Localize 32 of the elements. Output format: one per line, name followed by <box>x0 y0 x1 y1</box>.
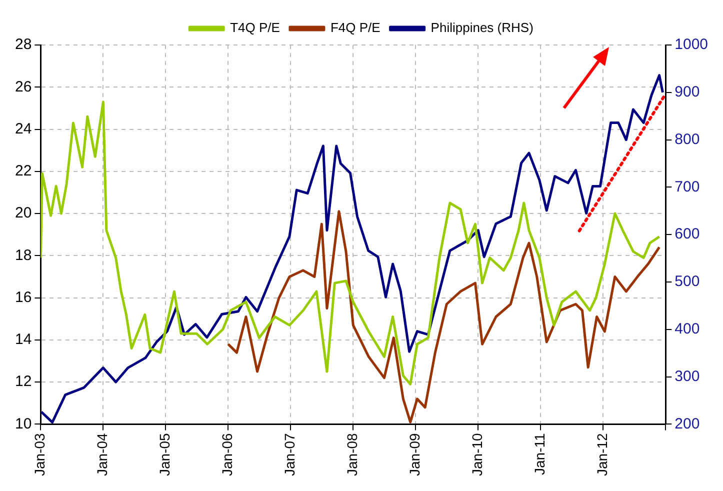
y2-tick-label: 500 <box>674 273 700 290</box>
y2-tick-label: 300 <box>674 368 700 385</box>
y-tick-label: 20 <box>14 204 32 222</box>
x-tick-label: Jan-07 <box>282 432 298 476</box>
x-tick-label: Jan-11 <box>532 432 548 475</box>
y2-tick-label: 800 <box>674 130 700 148</box>
x-tick-label: Jan-06 <box>219 432 236 476</box>
legend-label: F4Q P/E <box>330 20 381 36</box>
y2-tick-label: 1000 <box>674 36 708 54</box>
y2-tick-label: 700 <box>674 178 700 196</box>
y-tick-label: 10 <box>14 415 32 432</box>
y2-tick-label: 200 <box>674 415 700 432</box>
y-tick-label: 12 <box>14 373 32 390</box>
y2-tick-label: 400 <box>674 320 700 338</box>
x-tick-label: Jan-03 <box>32 432 48 476</box>
y-tick-label: 22 <box>14 162 32 180</box>
x-tick-label: Jan-08 <box>344 432 360 476</box>
y-tick-label: 26 <box>14 78 32 96</box>
legend-label: T4Q P/E <box>230 20 280 36</box>
x-tick-label: Jan-05 <box>156 432 173 476</box>
y2-tick-label: 600 <box>674 226 700 243</box>
y2-tick-label: 900 <box>674 84 700 101</box>
y-tick-label: 28 <box>14 36 32 54</box>
y-tick-label: 14 <box>14 331 32 348</box>
x-tick-label: Jan-10 <box>469 432 486 476</box>
x-tick-label: Jan-09 <box>406 432 423 476</box>
y-tick-label: 16 <box>14 288 32 306</box>
x-tick-label: Jan-12 <box>594 432 610 476</box>
y-tick-label: 24 <box>14 120 32 138</box>
legend-label: Philippines (RHS) <box>430 20 534 36</box>
y-tick-label: 18 <box>14 246 32 264</box>
x-tick-label: Jan-04 <box>94 432 110 476</box>
